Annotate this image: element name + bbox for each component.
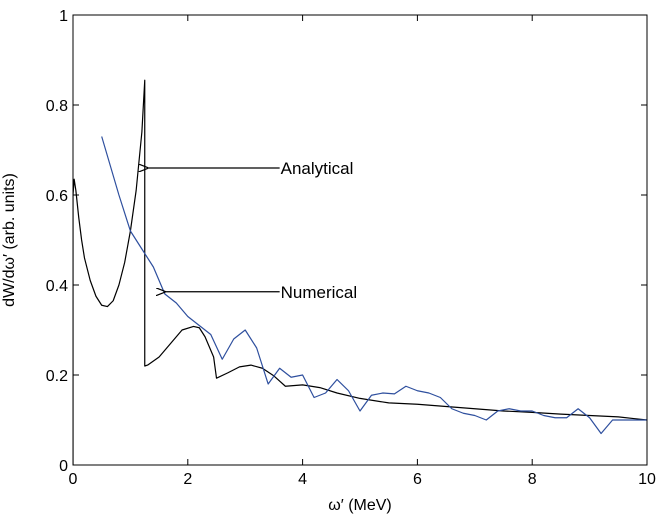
x-tick-label: 10 — [638, 471, 656, 488]
y-tick-label: 0.4 — [46, 278, 68, 295]
y-tick-label: 0.8 — [46, 98, 68, 115]
series-analytical-line — [73, 79, 647, 465]
y-tick-label: 0.2 — [46, 368, 68, 385]
y-tick-label: 0 — [59, 458, 68, 475]
x-tick-label: 8 — [528, 471, 537, 488]
series-numerical-line — [101, 136, 647, 435]
x-tick-label: 4 — [298, 471, 307, 488]
y-tick-label: 0.6 — [46, 188, 68, 205]
x-tick-label: 0 — [69, 471, 78, 488]
annotation-label-analytical: Analytical — [281, 159, 354, 178]
x-tick-label: 6 — [413, 471, 422, 488]
y-tick-label: 1 — [59, 8, 68, 25]
annotation-label-numerical: Numerical — [281, 283, 358, 302]
x-tick-label: 2 — [183, 471, 192, 488]
annotation-layer: Analytical Numerical — [149, 159, 358, 302]
y-axis-title: dW/dω′ (arb. units) — [1, 173, 18, 307]
x-axis-title: ω′ (MeV) — [328, 497, 392, 514]
tick-layer: 0 2 4 6 8 10 0 0.2 0.4 0.6 0.8 1 — [46, 8, 656, 488]
series-layer — [73, 79, 647, 465]
plot-frame — [72, 14, 648, 466]
